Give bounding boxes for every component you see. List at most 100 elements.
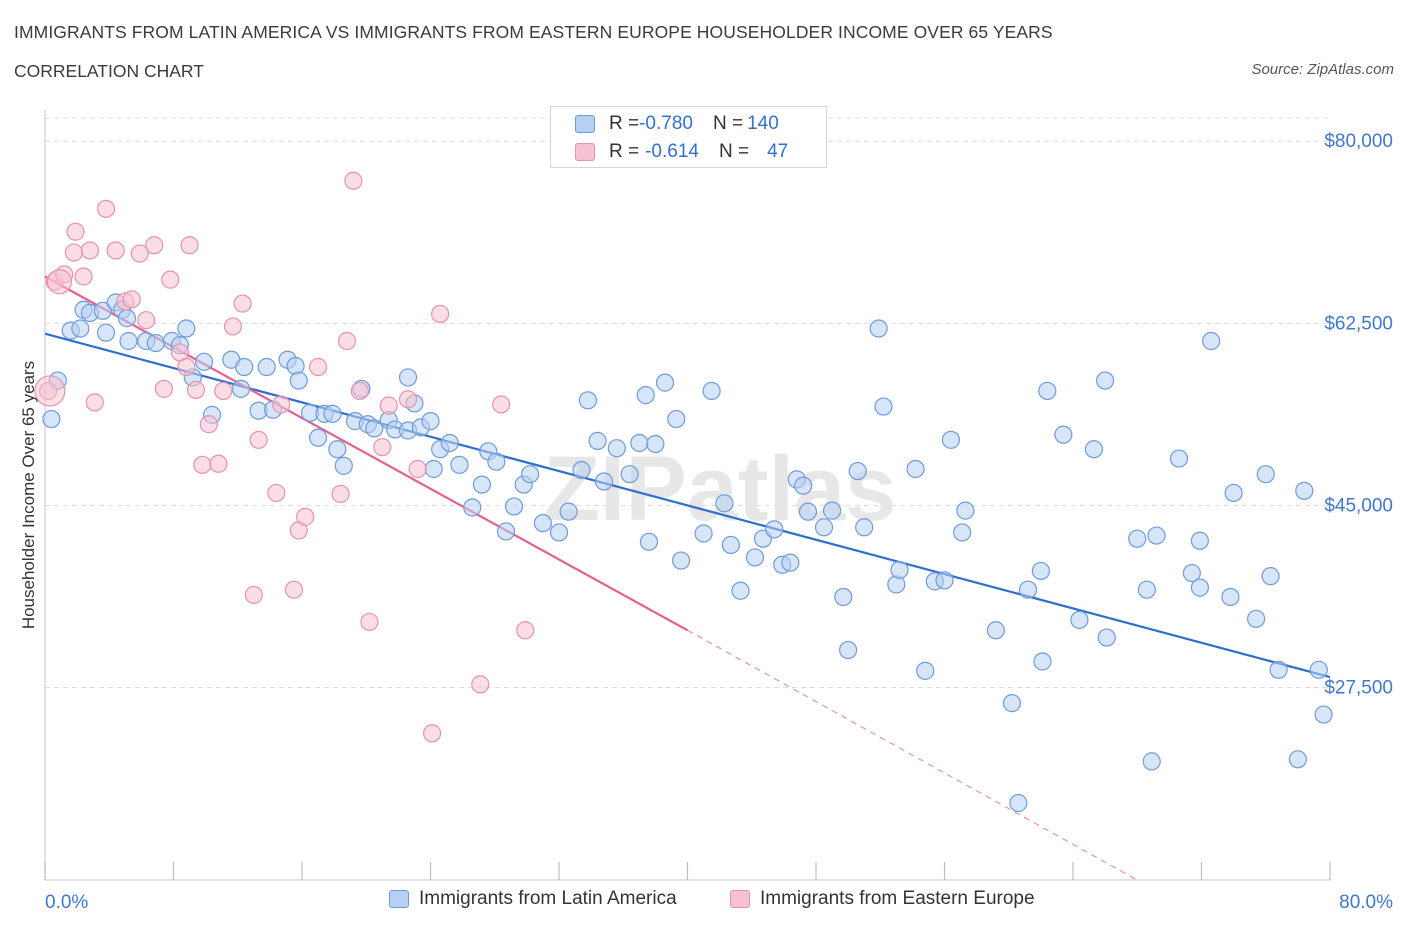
latin-america-point — [1224, 483, 1243, 503]
latin-america-point — [1018, 580, 1038, 599]
latin-america-point — [1128, 529, 1147, 548]
legend-n-value: 47 — [767, 141, 789, 162]
latin-america-trend-line — [44, 332, 1331, 679]
latin-america-point — [1309, 660, 1328, 679]
latin-america-point — [1084, 440, 1103, 459]
x-tick-label: 0.0% — [45, 892, 88, 913]
eastern-europe-point — [199, 415, 218, 434]
latin-america-point — [146, 333, 165, 353]
latin-america-point — [906, 459, 925, 479]
latin-america-point — [398, 368, 418, 387]
latin-america-point — [1182, 563, 1201, 583]
y-tick-label: $80,000 — [1324, 131, 1393, 152]
latin-america-point — [1009, 793, 1028, 813]
legend-r-label: R = — [609, 113, 640, 134]
latin-america-point — [855, 518, 874, 537]
eastern-europe-point-large — [46, 269, 73, 295]
eastern-europe-point — [267, 483, 286, 503]
latin-america-point — [822, 501, 842, 520]
series-legend: Immigrants from Latin America Immigrants… — [0, 888, 1406, 916]
y-tick-label: $45,000 — [1324, 495, 1393, 516]
legend-row-eastern-europe: R = -0.614 N = 47 — [575, 140, 788, 164]
latin-america-point — [1002, 694, 1022, 713]
data-points — [34, 171, 1333, 813]
legend-row-latin-america: R = -0.780 N = 140 — [575, 112, 779, 136]
latin-america-point — [559, 502, 578, 521]
latin-america-point — [1142, 752, 1161, 771]
eastern-europe-point — [398, 390, 418, 409]
eastern-europe-point — [344, 171, 363, 190]
legend-n-value: 140 — [747, 113, 779, 134]
latin-america-point — [941, 430, 961, 449]
eastern-europe-point — [85, 393, 104, 412]
latin-america-point — [119, 331, 138, 351]
latin-america-point — [765, 520, 784, 539]
eastern-europe-point — [177, 357, 196, 377]
eastern-europe-point — [161, 270, 180, 289]
eastern-europe-point — [74, 267, 93, 286]
latin-america-point — [1137, 580, 1156, 599]
x-tick-label: 80.0% — [1339, 892, 1393, 913]
eastern-europe-point — [80, 241, 100, 260]
eastern-europe-point — [66, 222, 85, 241]
eastern-europe-point — [145, 236, 164, 255]
legend-swatch-pink — [575, 143, 595, 161]
source-credit: Source: ZipAtlas.com — [1251, 61, 1394, 78]
latin-america-point — [1247, 609, 1266, 628]
latin-america-point — [424, 459, 443, 479]
eastern-europe-point — [154, 379, 173, 398]
eastern-europe-point — [431, 304, 450, 324]
eastern-europe-point — [96, 199, 116, 218]
latin-america-point — [639, 532, 659, 551]
latin-america-point — [1190, 578, 1209, 597]
latin-america-point — [533, 513, 553, 533]
eastern-europe-point — [360, 612, 379, 632]
latin-america-point — [96, 323, 116, 342]
latin-america-point — [814, 518, 834, 537]
eastern-europe-point — [233, 294, 252, 313]
latin-america-point — [953, 523, 972, 542]
y-tick-label: $62,500 — [1324, 313, 1393, 334]
latin-america-point — [578, 391, 598, 410]
latin-america-point — [848, 461, 867, 481]
latin-america-point — [1269, 660, 1288, 679]
latin-america-point — [1070, 610, 1089, 629]
latin-america-point — [694, 524, 713, 543]
eastern-europe-point-large — [34, 375, 66, 407]
eastern-europe-point — [284, 580, 304, 599]
eastern-europe-point — [249, 430, 268, 449]
eastern-europe-point — [223, 317, 243, 336]
latin-america-point — [1038, 381, 1057, 401]
latin-america-point — [890, 560, 909, 580]
correlation-legend: R = -0.780 N = 140 R = -0.614 N = 47 — [550, 106, 827, 168]
latin-america-point — [177, 319, 196, 338]
latin-america-point — [450, 455, 469, 474]
latin-america-point — [1096, 371, 1115, 390]
latin-america-point — [308, 428, 328, 447]
eastern-europe-point — [130, 244, 149, 263]
latin-america-point — [323, 404, 342, 423]
latin-america-point — [1033, 652, 1052, 671]
eastern-europe-point — [408, 459, 427, 479]
legend-swatch-blue — [575, 115, 595, 133]
eastern-europe-point — [209, 454, 228, 473]
eastern-europe-point — [244, 585, 263, 604]
latin-america-point — [1221, 587, 1240, 607]
latin-america-point — [781, 553, 800, 572]
latin-america-point — [1031, 561, 1050, 581]
latin-america-point — [572, 460, 591, 480]
latin-america-point — [194, 352, 214, 371]
latin-america-point — [715, 494, 734, 513]
latin-america-point — [839, 640, 858, 660]
latin-america-point — [1190, 531, 1209, 550]
legend-r-label: R = — [609, 141, 640, 162]
eastern-europe-point — [308, 357, 328, 377]
legend-n-label: N = — [718, 141, 750, 162]
chart-title: IMMIGRANTS FROM LATIN AMERICA VS IMMIGRA… — [14, 22, 1053, 42]
latin-america-point — [874, 397, 893, 416]
latin-america-point — [1256, 465, 1275, 484]
latin-america-point — [630, 433, 649, 453]
chart-subtitle: CORRELATION CHART — [14, 61, 204, 81]
eastern-europe-trend-extension — [687, 629, 1138, 881]
latin-america-point — [636, 386, 655, 405]
